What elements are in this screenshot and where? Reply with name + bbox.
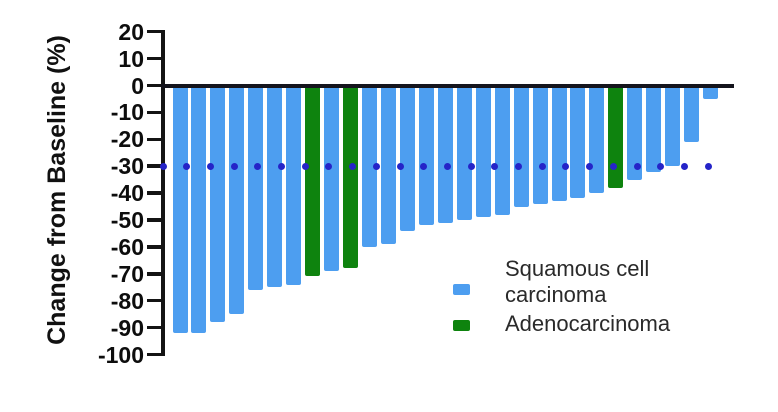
y-tick-label: -40 [110, 180, 144, 207]
reference-line-dot [325, 162, 333, 170]
y-tick-label: -100 [97, 341, 144, 368]
bar-7-squamous [286, 87, 302, 285]
bar-18-squamous [494, 87, 510, 215]
y-tick-mark [147, 110, 162, 115]
legend-label-squamous: Squamous cell carcinoma [505, 256, 650, 307]
bar-16-squamous [456, 87, 472, 220]
y-tick-mark [147, 218, 162, 222]
reference-line-dot [680, 162, 688, 170]
bar-14-squamous [418, 87, 434, 226]
bar-23-squamous [589, 87, 605, 194]
bar-19-squamous [513, 87, 529, 207]
bar-1-squamous [172, 87, 188, 333]
reference-line-dot [254, 162, 262, 170]
bar-8-adenocarcinoma [305, 87, 321, 277]
legend-swatch-squamous-icon [453, 284, 470, 295]
y-tick-label: 0 [131, 72, 144, 99]
reference-line-dot [443, 162, 451, 170]
bar-24-adenocarcinoma [608, 87, 624, 188]
bar-29-squamous [703, 87, 719, 99]
reference-line-dot [396, 162, 404, 170]
legend-label-adenocarcinoma: Adenocarcinoma [505, 311, 671, 336]
reference-line-dot [491, 162, 499, 170]
bar-2-squamous [191, 87, 207, 333]
reference-line-dot [657, 162, 665, 170]
y-tick-mark [147, 137, 162, 142]
y-tick-mark [147, 83, 162, 88]
bar-10-adenocarcinoma [343, 87, 359, 269]
y-tick-label: 20 [118, 18, 144, 45]
y-tick-label: 10 [118, 45, 144, 72]
reference-line-dot [301, 162, 309, 170]
y-tick-mark [147, 29, 162, 34]
y-tick-mark [147, 56, 162, 61]
reference-line-dot [349, 162, 357, 170]
reference-line-dot [278, 162, 285, 170]
bar-9-squamous [324, 87, 340, 272]
bar-4-squamous [229, 87, 245, 315]
bar-27-squamous [665, 87, 681, 167]
reference-line-dot [230, 162, 238, 170]
y-tick-label: -30 [110, 153, 144, 180]
reference-line-dot [467, 162, 475, 170]
y-tick-mark [147, 352, 162, 357]
bar-25-squamous [627, 87, 643, 180]
y-tick-label: -70 [110, 260, 144, 287]
y-tick-label: -50 [110, 207, 144, 233]
y-tick-label: -90 [110, 314, 144, 341]
y-tick-label: -60 [110, 233, 144, 260]
bar-21-squamous [551, 87, 567, 202]
bar-17-squamous [475, 87, 491, 218]
bar-3-squamous [210, 87, 226, 323]
y-tick-label: -80 [110, 287, 144, 314]
y-tick-mark [147, 191, 162, 195]
bar-22-squamous [570, 87, 586, 199]
y-tick-mark [147, 164, 162, 168]
reference-line-dot [372, 162, 380, 170]
reference-line-dot [586, 162, 594, 170]
reference-line-dot [704, 162, 712, 170]
bar-13-squamous [399, 87, 415, 231]
reference-line-dot [206, 162, 214, 170]
reference-line-dot [183, 162, 191, 170]
y-axis-line [161, 30, 165, 356]
bar-26-squamous [646, 87, 662, 172]
zero-baseline-line [161, 84, 734, 88]
bar-12-squamous [380, 87, 396, 245]
reference-line-dot [609, 162, 617, 170]
bar-6-squamous [267, 87, 283, 288]
y-tick-label: -10 [110, 99, 144, 126]
reference-line-dot [515, 162, 522, 170]
bar-5-squamous [248, 87, 264, 290]
y-axis-title: Change from Baseline (%) [43, 35, 71, 345]
bar-11-squamous [362, 87, 377, 247]
bar-15-squamous [437, 87, 453, 223]
bar-28-squamous [684, 87, 700, 142]
y-tick-mark [147, 298, 162, 303]
reference-line-dot [420, 162, 428, 170]
reference-line-dot [538, 162, 546, 170]
reference-line-dot [633, 162, 641, 170]
y-tick-mark [147, 245, 162, 249]
reference-line-dot [562, 162, 570, 170]
reference-line-dot [159, 162, 167, 170]
y-tick-mark [147, 325, 162, 330]
bar-20-squamous [532, 87, 548, 204]
legend-swatch-adenocarcinoma-icon [453, 320, 470, 331]
y-tick-label: -20 [110, 126, 144, 153]
y-tick-mark [147, 272, 162, 276]
